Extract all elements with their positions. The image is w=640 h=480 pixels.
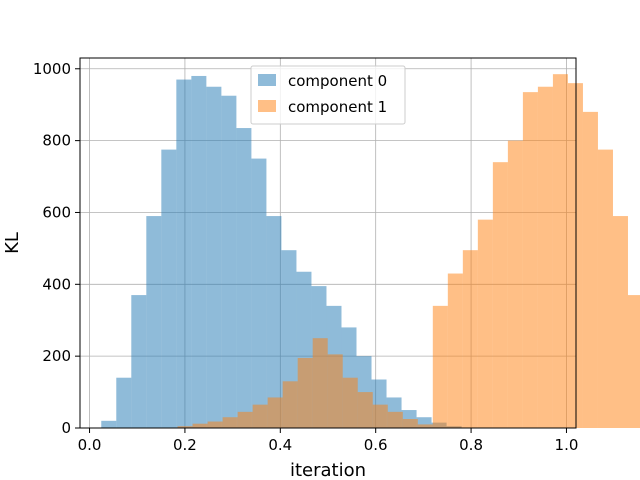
bar-series-1-bin-17 — [432, 305, 448, 428]
bar-series-1-bin-28 — [597, 149, 613, 429]
bar-series-0-bin-2 — [131, 295, 147, 428]
bar-series-1-bin-2 — [207, 421, 223, 428]
legend: component 0 component 1 — [250, 65, 406, 125]
bar-series-1-bin-0 — [177, 426, 193, 428]
bar-series-0-bin-6 — [191, 75, 207, 428]
bar-series-1-bin-19 — [462, 250, 478, 428]
y-axis-ticks: 0 200 400 600 800 1000 — [33, 60, 80, 437]
bar-series-1-bin-18 — [447, 273, 463, 428]
bar-series-1-bin-16 — [417, 424, 433, 428]
x-axis-ticks: 0.0 0.2 0.4 0.6 0.8 1.0 — [78, 428, 579, 454]
y-tick-label-0: 0 — [61, 419, 71, 437]
bar-series-1-bin-30 — [627, 295, 640, 428]
bar-series-1-bin-7 — [282, 381, 298, 428]
bar-series-1-bin-25 — [552, 74, 568, 429]
bar-series-1-bin-20 — [477, 219, 493, 428]
legend-swatch-component-1 — [258, 100, 276, 112]
bar-series-1-bin-11 — [342, 377, 358, 428]
bar-series-0-bin-11 — [266, 216, 282, 428]
bar-series-1-bin-26 — [567, 83, 583, 428]
bar-series-0-bin-21 — [416, 417, 432, 428]
bar-series-1-bin-6 — [267, 397, 283, 428]
legend-box — [250, 65, 406, 125]
histogram-bars — [101, 74, 640, 429]
bar-series-1-bin-10 — [327, 354, 343, 428]
bar-series-0-bin-5 — [176, 79, 192, 428]
bar-series-1-bin-9 — [312, 338, 328, 428]
bar-series-0-bin-4 — [161, 149, 177, 429]
bar-series-1-bin-5 — [252, 404, 268, 428]
bar-series-1-bin-21 — [492, 162, 508, 429]
bar-series-0-bin-9 — [236, 128, 252, 429]
bar-series-1-bin-27 — [582, 111, 598, 429]
x-tick-label-1: 0.2 — [173, 436, 197, 454]
x-tick-label-4: 0.8 — [459, 436, 483, 454]
bar-series-0-bin-10 — [251, 158, 267, 428]
bar-series-1-bin-4 — [237, 411, 253, 428]
bar-series-1-bin-14 — [387, 411, 403, 428]
legend-swatch-component-0 — [258, 74, 276, 86]
bar-series-1-bin-8 — [297, 357, 313, 428]
bar-series-0-bin-3 — [146, 216, 162, 428]
x-tick-label-0: 0.0 — [78, 436, 102, 454]
x-tick-label-2: 0.4 — [268, 436, 292, 454]
bar-series-1-bin-29 — [612, 216, 628, 428]
bar-series-0-bin-7 — [206, 86, 222, 429]
y-tick-label-1: 200 — [42, 347, 71, 365]
bar-series-0-bin-0 — [101, 420, 117, 428]
plot-frame — [79, 57, 577, 429]
bar-series-1-bin-13 — [372, 404, 388, 428]
bar-series-1-bin-3 — [222, 417, 238, 428]
y-axis-label: KL — [2, 232, 23, 254]
x-tick-label-3: 0.6 — [364, 436, 388, 454]
x-axis-label: iteration — [290, 460, 366, 480]
x-tick-label-5: 1.0 — [555, 436, 579, 454]
bar-series-1-bin-22 — [507, 140, 523, 429]
bar-series-0-bin-8 — [221, 95, 237, 428]
bar-series-0-bin-1 — [116, 377, 132, 428]
bar-series-1-bin-1 — [192, 423, 208, 428]
y-tick-label-5: 1000 — [33, 60, 71, 78]
bar-series-1-bin-24 — [537, 86, 553, 429]
y-tick-label-3: 600 — [42, 203, 71, 221]
bar-series-1-bin-15 — [402, 419, 418, 428]
bar-series-1-bin-23 — [522, 92, 538, 428]
bar-series-1-bin-12 — [357, 392, 373, 428]
legend-label-component-0: component 0 — [288, 72, 387, 90]
legend-label-component-1: component 1 — [288, 98, 387, 116]
y-tick-label-4: 800 — [42, 132, 71, 150]
y-tick-label-2: 400 — [42, 275, 71, 293]
